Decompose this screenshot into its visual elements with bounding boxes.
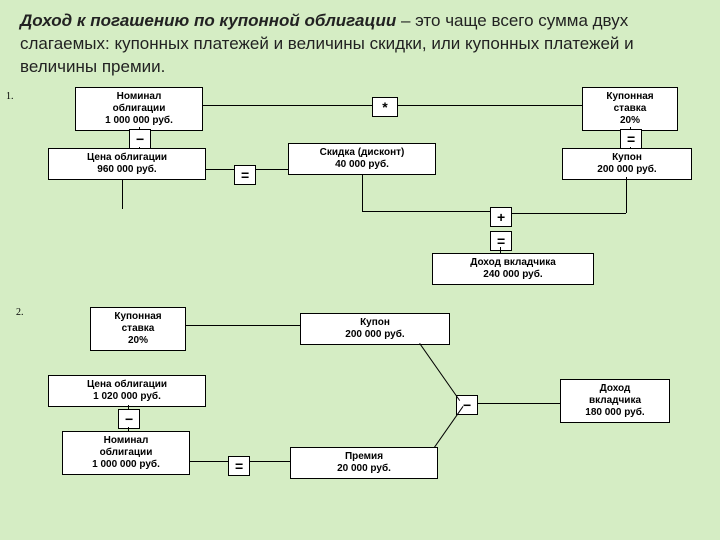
d1-eq2-op: =: [620, 129, 642, 149]
d2-line: [128, 427, 129, 431]
d1-price-l1: Цена облигации: [53, 152, 201, 164]
d1-line: [512, 213, 626, 214]
d2-coupon-l1: Купон: [305, 317, 445, 329]
d1-nominal-box: Номинал облигации 1 000 000 руб.: [75, 87, 203, 131]
d1-coupon-l2: 200 000 руб.: [567, 164, 687, 176]
d1-line: [203, 105, 373, 106]
d2-coupon-box: Купон 200 000 руб.: [300, 313, 450, 345]
d2-eq-op: =: [228, 456, 250, 476]
d1-line: [139, 127, 140, 130]
d1-line: [630, 147, 631, 149]
d2-line: [434, 406, 463, 448]
d1-price-box: Цена облигации 960 000 руб.: [48, 148, 206, 180]
d1-line: [362, 211, 490, 212]
d1-discount-l1: Скидка (дисконт): [293, 147, 431, 159]
d2-line: [128, 405, 129, 409]
diagram-canvas: 1. Номинал облигации 1 000 000 руб. − Це…: [0, 85, 720, 515]
d1-discount-l2: 40 000 руб.: [293, 159, 431, 171]
d1-income-box: Доход вкладчика 240 000 руб.: [432, 253, 594, 285]
d2-line: [250, 461, 290, 462]
d1-rate-l3: 20%: [587, 115, 673, 127]
d1-line: [139, 147, 140, 149]
d1-nominal-l2: облигации: [80, 103, 198, 115]
d1-income-l2: 240 000 руб.: [437, 269, 589, 281]
d2-rate-l1: Купонная: [95, 311, 181, 323]
d1-line: [206, 169, 234, 170]
d1-rate-box: Купонная ставка 20%: [582, 87, 678, 131]
d2-premium-box: Премия 20 000 руб.: [290, 447, 438, 479]
d2-price-box: Цена облигации 1 020 000 руб.: [48, 375, 206, 407]
d2-line: [190, 461, 228, 462]
d2-rate-l2: ставка: [95, 323, 181, 335]
d2-income-box: Доход вкладчика 180 000 руб.: [560, 379, 670, 423]
d2-rate-l3: 20%: [95, 335, 181, 347]
d2-nominal-l1: Номинал: [67, 435, 185, 447]
diagram1-marker: 1.: [6, 91, 14, 102]
d2-income-l2: вкладчика: [565, 395, 665, 407]
d2-rate-box: Купонная ставка 20%: [90, 307, 186, 351]
d1-price-l2: 960 000 руб.: [53, 164, 201, 176]
diagram2-marker: 2.: [16, 307, 24, 318]
d1-line: [630, 127, 631, 130]
d1-nominal-l3: 1 000 000 руб.: [80, 115, 198, 127]
d2-line: [419, 343, 460, 401]
d2-income-l3: 180 000 руб.: [565, 407, 665, 419]
header-text: Доход к погашению по купонной облигации …: [0, 0, 720, 85]
header-bold: Доход к погашению по купонной облигации: [20, 11, 396, 30]
d1-eq3-op: =: [490, 231, 512, 251]
d1-minus-op: −: [129, 129, 151, 149]
d1-rate-l1: Купонная: [587, 91, 673, 103]
d2-line: [186, 325, 300, 326]
d1-eq1-op: =: [234, 165, 256, 185]
d1-coupon-l1: Купон: [567, 152, 687, 164]
d1-rate-l2: ставка: [587, 103, 673, 115]
d2-coupon-l2: 200 000 руб.: [305, 329, 445, 341]
d1-line: [500, 247, 501, 253]
d1-income-l1: Доход вкладчика: [437, 257, 589, 269]
d1-plus-op: +: [490, 207, 512, 227]
d1-line: [398, 105, 582, 106]
d2-nominal-box: Номинал облигации 1 000 000 руб.: [62, 431, 190, 475]
d2-income-l1: Доход: [565, 383, 665, 395]
d2-premium-l2: 20 000 руб.: [295, 463, 433, 475]
d2-premium-l1: Премия: [295, 451, 433, 463]
d1-line: [362, 175, 363, 211]
d1-nominal-l1: Номинал: [80, 91, 198, 103]
d1-line: [122, 179, 123, 209]
d1-line: [256, 169, 289, 170]
d2-price-l1: Цена облигации: [53, 379, 201, 391]
d1-line: [626, 177, 627, 213]
d2-line: [478, 403, 560, 404]
d2-price-l2: 1 020 000 руб.: [53, 391, 201, 403]
d2-nominal-l2: облигации: [67, 447, 185, 459]
d1-discount-box: Скидка (дисконт) 40 000 руб.: [288, 143, 436, 175]
d1-coupon-box: Купон 200 000 руб.: [562, 148, 692, 180]
d2-nominal-l3: 1 000 000 руб.: [67, 459, 185, 471]
d1-star-op: *: [372, 97, 398, 117]
d2-minus-op: −: [118, 409, 140, 429]
